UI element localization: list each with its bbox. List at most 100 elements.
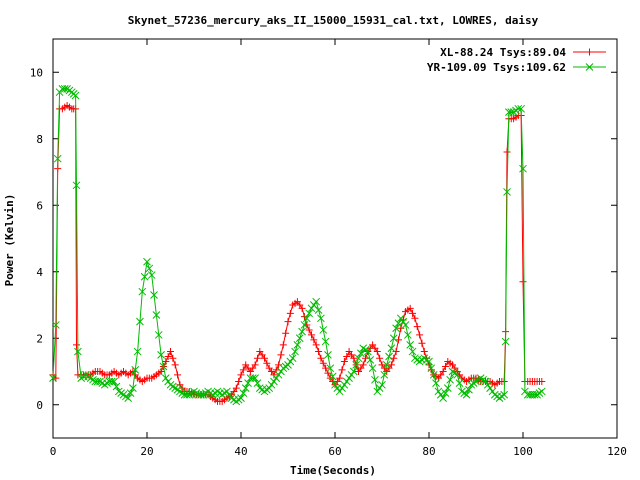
series-2-point	[136, 317, 144, 326]
series-2-point	[401, 321, 410, 329]
series-2-point	[373, 387, 382, 396]
series-2-point	[443, 384, 452, 392]
series-2-point	[352, 360, 361, 369]
series-2-point	[455, 379, 464, 387]
series-2-point	[237, 394, 245, 402]
series-2-point	[314, 306, 323, 314]
series-1-point	[174, 371, 182, 379]
legend-item-1: XL-88.24 Tsys:89.04	[440, 46, 606, 59]
y-axis-label: Power (Kelvin)	[3, 194, 16, 287]
series-2-point	[503, 188, 511, 196]
series-2-point	[124, 394, 133, 402]
series-2-point	[432, 379, 440, 387]
y-tick-label: 10	[30, 66, 43, 79]
series-2-point	[517, 104, 525, 113]
series-2-point	[93, 377, 102, 386]
series-1-point	[376, 354, 384, 362]
series-2-point	[387, 344, 396, 353]
series-2-point	[110, 377, 118, 386]
series-2-point	[49, 374, 57, 383]
series-1-point	[164, 353, 172, 361]
series-1-point	[322, 364, 330, 372]
series-1-point	[277, 351, 285, 359]
series-2-point	[328, 372, 337, 381]
series-2-point	[183, 390, 191, 399]
series-1-point	[279, 341, 287, 349]
series-2-point	[392, 324, 400, 333]
series-1-point	[343, 353, 351, 361]
series-2-point	[272, 374, 281, 383]
series-2-point	[140, 272, 149, 281]
series-2-point	[126, 389, 135, 397]
series-2-point	[326, 364, 335, 373]
series-2-point	[364, 347, 372, 356]
series-2-point	[483, 380, 492, 389]
series-1-point	[305, 326, 313, 334]
series-1-point	[519, 278, 527, 286]
series-2-point	[145, 264, 154, 273]
series-2-point	[453, 370, 462, 379]
series-2-point	[507, 108, 516, 117]
series-1	[49, 102, 546, 405]
series-1-point	[373, 348, 381, 356]
y-tick-label: 6	[36, 199, 43, 212]
series-2-point	[406, 341, 415, 349]
series-1-point	[336, 374, 344, 382]
x-tick-label: 0	[50, 445, 57, 458]
series-2-point	[295, 334, 304, 343]
series-1-point	[237, 371, 245, 379]
series-2-point	[133, 347, 142, 356]
legend-marker	[586, 48, 593, 56]
y-tick-label: 0	[36, 399, 43, 412]
series-2-point	[342, 377, 351, 386]
series-2-point	[286, 357, 295, 366]
series-2-point	[298, 327, 306, 336]
series-1-point	[312, 341, 320, 349]
series-2-point	[274, 370, 283, 379]
series-2-point	[157, 351, 165, 359]
series-2-point	[53, 154, 62, 163]
series-2-point	[446, 375, 455, 384]
series-1-point	[441, 363, 449, 371]
series-2-point	[71, 91, 80, 100]
series-2-point	[368, 364, 377, 373]
series-2-point	[312, 297, 321, 306]
series-1-point	[169, 354, 177, 362]
series-1-point	[232, 384, 240, 392]
series-1-point	[235, 377, 243, 385]
series-1-point	[359, 361, 367, 369]
series-1-point	[286, 309, 294, 317]
x-axis-label: Time(Seconds)	[290, 464, 376, 477]
series-2-point	[302, 314, 311, 323]
y-tick-label: 4	[36, 266, 43, 279]
series-2-point	[321, 337, 330, 346]
series-1-point	[310, 336, 318, 344]
series-2	[49, 85, 546, 406]
series-2-point	[375, 384, 384, 392]
x-tick-label: 60	[328, 445, 341, 458]
series-2-point	[349, 367, 358, 376]
series-1-point	[503, 148, 511, 156]
series-1-point	[275, 361, 283, 369]
series-1-point	[406, 304, 414, 312]
series-1-point	[350, 354, 358, 362]
x-tick-label: 100	[513, 445, 533, 458]
x-tick-label: 80	[422, 445, 435, 458]
series-1-point	[319, 359, 327, 367]
series-2-point	[331, 380, 339, 389]
series-1-point	[73, 341, 80, 349]
series-2-point	[147, 271, 156, 279]
series-2-point	[380, 370, 389, 379]
series-2-point	[335, 387, 344, 396]
series-2-point	[150, 291, 158, 299]
series-1-point	[416, 331, 424, 339]
series-1-point	[167, 348, 174, 356]
series-2-point	[378, 380, 386, 389]
series-2-point	[72, 181, 81, 190]
x-tick-label: 40	[234, 445, 247, 458]
series-1-point	[263, 359, 271, 367]
series-2-point	[284, 360, 292, 369]
series-2-point	[519, 164, 527, 173]
x-tick-label: 20	[140, 445, 153, 458]
